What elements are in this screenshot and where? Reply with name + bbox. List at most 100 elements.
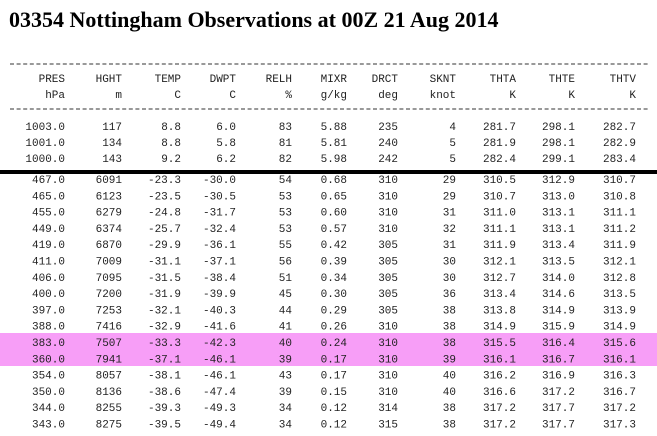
- column-unit: %: [285, 90, 292, 102]
- table-cell: 9.2: [161, 154, 181, 166]
- table-cell: 311.2: [603, 224, 636, 236]
- table-cell: 388.0: [32, 322, 65, 334]
- table-cell: 311.1: [603, 208, 636, 220]
- table-cell: 0.34: [321, 273, 348, 285]
- table-cell: 299.1: [542, 154, 575, 166]
- table-cell: 53: [279, 191, 292, 203]
- table-cell: -32.1: [148, 305, 181, 317]
- table-cell: 313.5: [603, 289, 636, 301]
- table-cell: 38: [443, 338, 456, 350]
- column-header: RELH: [266, 74, 292, 86]
- column-header: DWPT: [210, 74, 237, 86]
- table-cell: 29: [443, 191, 456, 203]
- table-cell: -31.9: [148, 289, 181, 301]
- table-cell: 39: [443, 354, 456, 366]
- column-unit: C: [174, 90, 181, 102]
- table-cell: 5.8: [216, 138, 236, 150]
- table-cell: 315: [378, 420, 398, 432]
- table-cell: 34: [279, 420, 293, 432]
- table-cell: 32: [443, 224, 456, 236]
- table-cell: 449.0: [32, 224, 65, 236]
- table-cell: 315.5: [483, 338, 516, 350]
- column-header: THTV: [610, 74, 637, 86]
- table-cell: 30: [443, 273, 456, 285]
- table-cell: 350.0: [32, 387, 65, 399]
- table: PRES HGHT TEMP DWPT RELH MIXR DRCT SKNT THTA THTE…: [25, 74, 636, 436]
- column-header: TEMP: [155, 74, 182, 86]
- table-cell: 0.17: [321, 371, 347, 383]
- table-cell: 281.7: [483, 122, 516, 134]
- table-cell: 455.0: [32, 208, 65, 220]
- table-cell: 316.7: [542, 354, 575, 366]
- table-cell: 311.1: [483, 224, 516, 236]
- table-cell: 316.9: [542, 371, 575, 383]
- table-cell: 312.9: [542, 175, 575, 187]
- table-cell: 0.26: [321, 322, 347, 334]
- table-cell: 8.8: [161, 138, 181, 150]
- table-cell: 310: [378, 175, 398, 187]
- table-cell: 40: [443, 371, 456, 383]
- table-cell: 7507: [96, 338, 122, 350]
- table-cell: 5: [449, 154, 456, 166]
- column-header: DRCT: [372, 74, 399, 86]
- table-cell: 117: [102, 122, 122, 134]
- column-unit: m: [115, 90, 122, 102]
- table-cell: 315.6: [603, 338, 636, 350]
- table-cell: -49.4: [203, 420, 236, 432]
- table-cell: 5.98: [321, 154, 347, 166]
- table-cell: 7009: [96, 257, 122, 269]
- table-cell: 39: [279, 354, 292, 366]
- table-cell: 81: [279, 138, 293, 150]
- table-cell: 0.15: [321, 387, 347, 399]
- table-cell: 0.60: [321, 208, 347, 220]
- column-unit: g/kg: [321, 90, 347, 102]
- table-cell: 316.3: [603, 371, 636, 383]
- table-cell: 400.0: [32, 289, 65, 301]
- table-cell: 0.65: [321, 191, 347, 203]
- table-cell: 314.9: [542, 305, 575, 317]
- table-cell: 305: [378, 273, 398, 285]
- page-title: 03354 Nottingham Observations at 00Z 21 …: [9, 7, 499, 32]
- table-cell: 0.29: [321, 305, 347, 317]
- table-cell: 298.1: [542, 138, 575, 150]
- table-cell: 0.12: [321, 403, 347, 415]
- table-cell: 5: [449, 138, 456, 150]
- table-cell: 467.0: [32, 175, 65, 187]
- table-cell: 305: [378, 257, 398, 269]
- table-cell: 312.8: [603, 273, 636, 285]
- table-cell: 282.7: [603, 122, 636, 134]
- table-cell: 7095: [96, 273, 122, 285]
- table-cell: 55: [279, 240, 292, 252]
- table-cell: 312.1: [483, 257, 516, 269]
- table-cell: 313.1: [542, 208, 575, 220]
- table-cell: -30.5: [203, 191, 236, 203]
- table-cell: 313.4: [542, 240, 575, 252]
- table-cell: 41: [279, 322, 293, 334]
- table-cell: -39.5: [148, 420, 181, 432]
- table-cell: 317.7: [542, 403, 575, 415]
- column-header: MIXR: [321, 74, 348, 86]
- table-cell: 8136: [96, 387, 122, 399]
- table-cell: 310: [378, 208, 398, 220]
- table-cell: 310: [378, 338, 398, 350]
- table-cell: 235: [378, 122, 398, 134]
- table-cell: 316.1: [603, 354, 636, 366]
- table-cell: 7253: [96, 305, 122, 317]
- table-cell: 4: [449, 122, 456, 134]
- table-cell: 1000.0: [25, 154, 65, 166]
- table-cell: 6279: [96, 208, 122, 220]
- table-cell: 317.7: [542, 420, 575, 432]
- table-cell: 314.9: [483, 322, 516, 334]
- table-cell: 317.2: [603, 403, 636, 415]
- column-unit: knot: [430, 90, 456, 102]
- table-cell: 7941: [96, 354, 123, 366]
- table-cell: 313.8: [483, 305, 516, 317]
- table-cell: 316.1: [483, 354, 516, 366]
- table-cell: 310.7: [603, 175, 636, 187]
- table-cell: -38.4: [203, 273, 236, 285]
- table-cell: 310: [378, 387, 398, 399]
- column-header: PRES: [39, 74, 66, 86]
- table-cell: -42.3: [203, 338, 236, 350]
- table-cell: 314.6: [542, 289, 575, 301]
